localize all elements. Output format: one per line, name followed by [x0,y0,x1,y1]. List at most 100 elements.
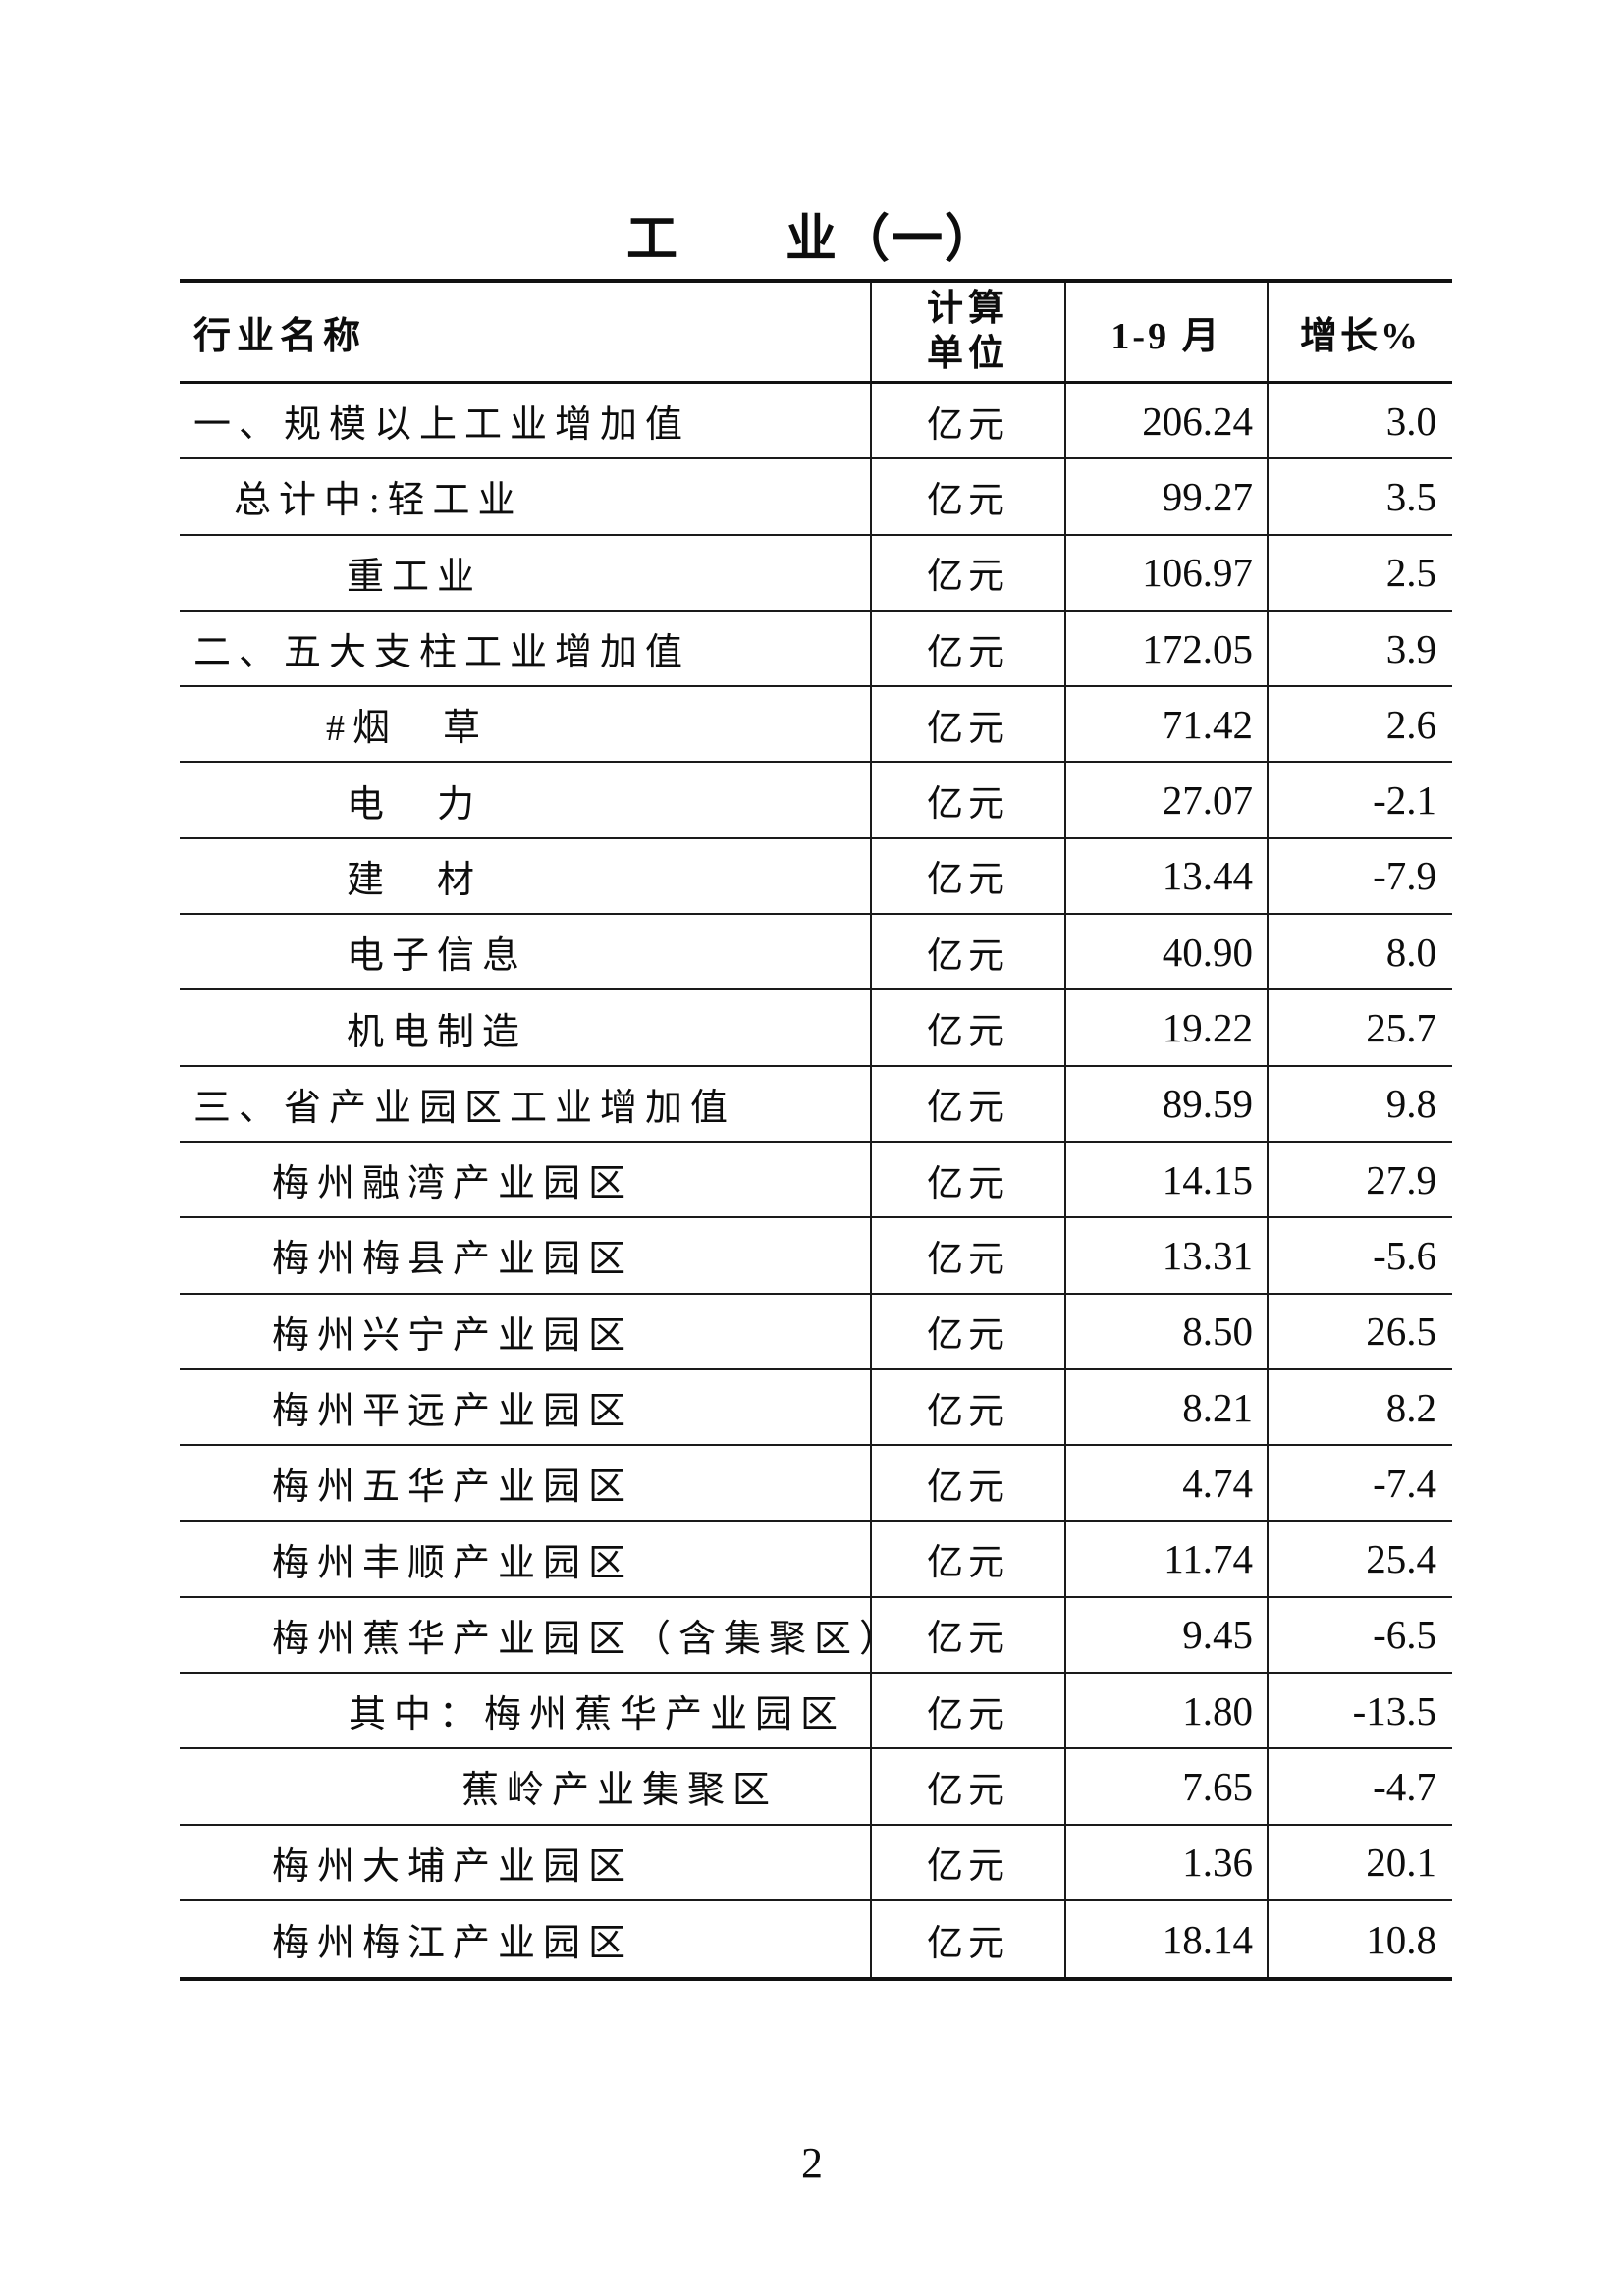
table-row: 蕉岭产业集聚区 亿元 7.65 -4.7 [180,1749,1452,1826]
industry-table: 行业名称 计算 单位 1-9 月 增长% 一、规模以上工业增加值 亿元 206.24… [180,279,1452,1982]
table-row: 建 材 亿元 13.44 -7.9 [180,838,1452,916]
growth-value: -7.9 [1373,853,1436,899]
industry-name-cell: 其中：梅州蕉华产业园区 [180,1674,872,1748]
period-value: 206.24 [1142,398,1253,444]
unit-value: 亿元 [927,1163,1009,1204]
unit-cell: 亿元 [872,1066,1066,1141]
unit-cell: 亿元 [872,915,1066,989]
period-value: 19.22 [1162,1005,1253,1051]
industry-name-cell: 电子信息 [180,915,872,989]
growth-value: -5.6 [1373,1232,1436,1278]
unit-value: 亿元 [927,1846,1009,1888]
period-cell: 13.44 [1066,838,1269,914]
industry-label: 其中：梅州蕉华产业园区 [349,1694,846,1736]
growth-cell: -5.6 [1269,1218,1452,1292]
unit-value: 亿元 [927,557,1009,598]
period-cell: 19.22 [1066,990,1269,1065]
growth-value: 10.8 [1366,1916,1436,1962]
growth-value: -7.4 [1373,1460,1436,1506]
industry-label: 电子信息 [347,935,528,978]
period-cell: 9.45 [1066,1597,1269,1673]
period-cell: 106.97 [1066,535,1269,610]
table-row: 梅州梅县产业园区 亿元 13.31 -5.6 [180,1218,1452,1295]
unit-cell: 亿元 [872,611,1066,686]
unit-value: 亿元 [927,860,1009,901]
industry-label: 三、省产业园区工业增加值 [193,1087,736,1129]
period-cell: 18.14 [1066,1900,1269,1978]
period-value: 106.97 [1142,550,1253,596]
unit-cell: 亿元 [872,990,1066,1065]
industry-name-cell: 梅州平远产业园区 [180,1369,872,1445]
growth-value: 8.0 [1385,929,1436,975]
industry-label: 梅州五华产业园区 [272,1467,634,1509]
period-value: 27.07 [1162,777,1253,824]
growth-cell: 27.9 [1269,1143,1452,1216]
table-row: 机电制造 亿元 19.22 25.7 [180,990,1452,1067]
unit-cell: 亿元 [872,763,1066,837]
table-row: 梅州五华产业园区 亿元 4.74 -7.4 [180,1446,1452,1522]
unit-value: 亿元 [927,1315,1009,1357]
industry-label: 梅州大埔产业园区 [272,1845,634,1888]
table-row: 梅州蕉华产业园区（含集聚区） 亿元 9.45 -6.5 [180,1597,1452,1675]
growth-cell: -6.5 [1269,1598,1452,1672]
unit-value: 亿元 [927,935,1009,977]
growth-cell: -4.7 [1269,1749,1452,1823]
industry-name-cell: 重工业 [180,535,872,610]
industry-name-cell: 梅州大埔产业园区 [180,1825,872,1899]
unit-value: 亿元 [927,632,1009,673]
growth-value: 25.7 [1366,1005,1436,1051]
growth-cell: -13.5 [1269,1674,1452,1747]
header-unit: 计算 单位 [872,283,1066,381]
industry-label: 一、规模以上工业增加值 [193,404,691,447]
unit-cell: 亿元 [872,838,1066,914]
unit-value: 亿元 [927,1923,1009,1964]
period-value: 13.31 [1162,1232,1253,1278]
industry-label: 梅州平远产业园区 [272,1391,634,1432]
industry-name-cell: 梅州丰顺产业园区 [180,1522,872,1596]
period-value: 8.50 [1182,1308,1253,1355]
unit-cell: 亿元 [872,535,1066,610]
table-row: 梅州兴宁产业园区 亿元 8.50 26.5 [180,1294,1452,1370]
header-unit-line1: 计算 [927,289,1009,329]
unit-cell: 亿元 [872,1825,1066,1899]
unit-cell: 亿元 [872,1369,1066,1445]
unit-value: 亿元 [927,1012,1009,1053]
industry-label: #烟 草 [326,708,489,750]
header-growth: 增长% [1299,315,1421,357]
industry-label: 二、五大支柱工业增加值 [193,632,691,674]
industry-label: 梅州梅县产业园区 [272,1239,634,1281]
period-cell: 7.65 [1066,1749,1269,1824]
period-value: 71.42 [1162,701,1253,747]
industry-label: 总计中:轻工业 [234,480,523,522]
industry-label: 电 力 [347,783,483,826]
growth-value: -6.5 [1373,1612,1436,1658]
header-unit-line2: 单位 [927,334,1009,374]
page-number: 2 [801,2139,823,2187]
growth-value: 27.9 [1366,1156,1436,1202]
period-cell: 1.80 [1066,1674,1269,1748]
growth-cell: 8.0 [1269,915,1452,988]
growth-value: 3.5 [1385,473,1436,519]
growth-cell: 2.5 [1269,536,1452,610]
unit-value: 亿元 [927,1239,1009,1280]
unit-cell: 亿元 [872,1446,1066,1521]
unit-cell: 亿元 [872,1674,1066,1748]
period-value: 7.65 [1182,1763,1253,1809]
period-cell: 8.21 [1066,1369,1269,1445]
industry-name-cell: 建 材 [180,838,872,914]
unit-cell: 亿元 [872,1218,1066,1293]
period-cell: 14.15 [1066,1142,1269,1217]
unit-cell: 亿元 [872,1900,1066,1978]
unit-cell: 亿元 [872,1522,1066,1596]
unit-cell: 亿元 [872,1142,1066,1217]
growth-cell: 9.8 [1269,1067,1452,1141]
period-value: 13.44 [1162,853,1253,899]
industry-name-cell: 梅州蕉华产业园区（含集聚区） [180,1597,872,1673]
industry-label: 梅州梅江产业园区 [272,1923,634,1965]
growth-cell: 8.2 [1269,1370,1452,1444]
period-cell: 89.59 [1066,1066,1269,1141]
industry-name-cell: #烟 草 [180,687,872,762]
industry-name-cell: 梅州融湾产业园区 [180,1142,872,1217]
industry-label: 建 材 [347,859,483,901]
industry-name-cell: 梅州梅江产业园区 [180,1900,872,1978]
